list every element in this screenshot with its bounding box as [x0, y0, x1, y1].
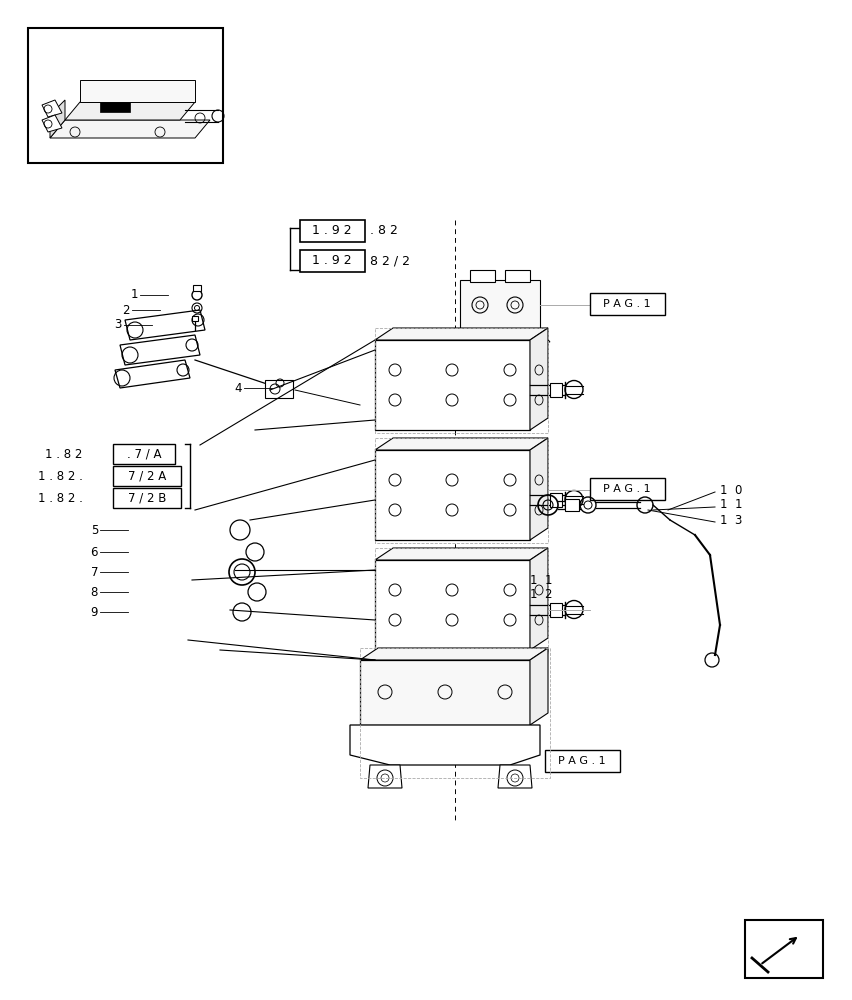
Bar — [375, 450, 530, 540]
Polygon shape — [505, 270, 530, 282]
Bar — [113, 444, 175, 464]
Bar — [193, 285, 201, 291]
Polygon shape — [460, 280, 540, 330]
Bar — [545, 750, 620, 772]
Bar — [375, 438, 548, 543]
Bar — [300, 220, 365, 242]
Text: . 7 / A: . 7 / A — [127, 448, 161, 460]
Polygon shape — [115, 360, 190, 388]
Polygon shape — [530, 548, 548, 650]
Text: 8: 8 — [90, 585, 98, 598]
Bar — [565, 499, 579, 511]
Text: 1 . 9 2: 1 . 9 2 — [312, 254, 352, 267]
Polygon shape — [50, 100, 65, 138]
Polygon shape — [530, 328, 548, 430]
Bar — [745, 920, 823, 978]
Polygon shape — [125, 310, 205, 340]
Text: 3: 3 — [115, 318, 122, 332]
Polygon shape — [530, 648, 548, 725]
Text: 1 . 8 2 .: 1 . 8 2 . — [38, 471, 83, 484]
Polygon shape — [350, 725, 540, 765]
Text: . 8 2: . 8 2 — [370, 225, 398, 237]
Polygon shape — [65, 102, 195, 120]
Bar — [375, 328, 548, 433]
Bar — [550, 382, 562, 396]
Text: 4: 4 — [234, 381, 242, 394]
Bar — [550, 602, 562, 616]
Text: 6: 6 — [90, 546, 98, 558]
Text: P A G . 1: P A G . 1 — [603, 484, 651, 494]
Text: 1  1: 1 1 — [720, 498, 742, 512]
Polygon shape — [100, 80, 130, 112]
Polygon shape — [375, 548, 548, 560]
Bar — [360, 648, 550, 778]
Text: 1 . 8 2 .: 1 . 8 2 . — [38, 492, 83, 506]
Text: 5: 5 — [90, 524, 98, 536]
Bar — [192, 316, 198, 321]
Text: 2: 2 — [123, 304, 130, 316]
Bar — [28, 28, 223, 163]
Polygon shape — [375, 328, 548, 340]
Text: 1 . 9 2: 1 . 9 2 — [312, 225, 352, 237]
Polygon shape — [375, 438, 548, 450]
Polygon shape — [530, 438, 548, 540]
Bar — [375, 560, 530, 650]
Bar — [375, 340, 530, 430]
Polygon shape — [450, 330, 550, 342]
Bar — [590, 293, 665, 315]
Bar — [265, 380, 293, 398]
Bar — [375, 548, 548, 653]
Polygon shape — [360, 648, 548, 660]
Text: 1: 1 — [130, 288, 138, 302]
Polygon shape — [42, 100, 62, 117]
Bar — [113, 466, 181, 486]
Polygon shape — [498, 765, 532, 788]
Text: 1  3: 1 3 — [720, 514, 742, 526]
Text: 1  1: 1 1 — [530, 574, 552, 586]
Polygon shape — [42, 115, 62, 132]
Bar — [590, 478, 665, 500]
Text: 1 . 8 2: 1 . 8 2 — [45, 448, 83, 462]
Polygon shape — [470, 270, 495, 282]
Text: 7 / 2 B: 7 / 2 B — [128, 491, 166, 504]
Text: 8 2 / 2: 8 2 / 2 — [370, 254, 410, 267]
Bar — [550, 492, 562, 506]
Polygon shape — [50, 120, 210, 138]
Text: 7 / 2 A: 7 / 2 A — [128, 470, 166, 483]
Text: 1  2: 1 2 — [530, 588, 552, 601]
Text: P A G . 1: P A G . 1 — [558, 756, 606, 766]
Text: 1  0: 1 0 — [720, 484, 742, 496]
Polygon shape — [360, 660, 530, 725]
Text: 7: 7 — [90, 566, 98, 578]
Polygon shape — [80, 80, 195, 102]
Bar — [113, 488, 181, 508]
Text: 9: 9 — [90, 605, 98, 618]
Polygon shape — [368, 765, 402, 788]
Text: P A G . 1: P A G . 1 — [603, 299, 651, 309]
Bar — [300, 250, 365, 272]
Polygon shape — [120, 335, 200, 365]
